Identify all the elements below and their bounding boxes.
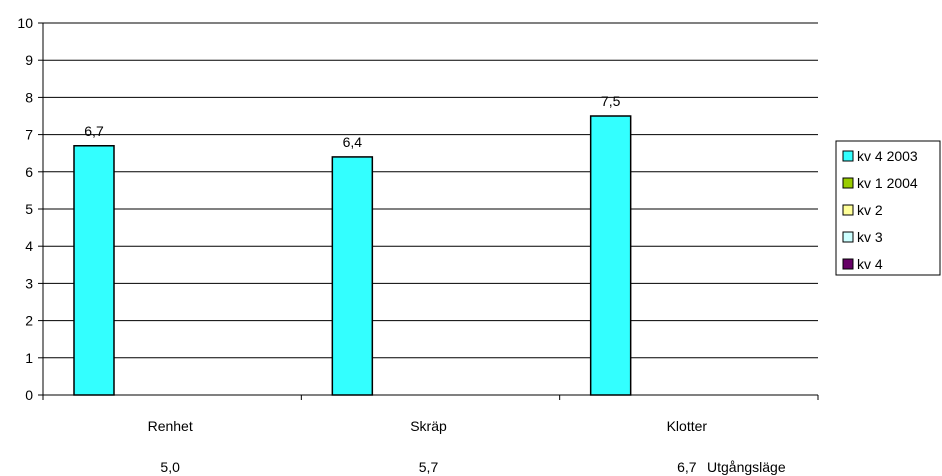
y-tick-label: 8 <box>25 89 33 105</box>
axes <box>38 22 819 400</box>
legend: kv 4 2003 kv 1 2004 kv 2 kv 3 kv 4 <box>835 140 941 276</box>
y-tick-label: 10 <box>17 15 33 31</box>
bar <box>589 115 632 396</box>
bar <box>73 145 115 396</box>
data-label: 7,5 <box>601 93 621 109</box>
legend-label: kv 3 <box>857 229 883 245</box>
y-tick-label: 6 <box>25 164 33 180</box>
data-label: 6,7 <box>84 123 104 139</box>
y-tick-label: 3 <box>25 275 33 291</box>
baseline-row: 5,0 5,7 6,7 Utgångsläge <box>160 459 785 475</box>
category-label: Renhet <box>148 418 193 434</box>
baseline-value: 5,7 <box>419 459 439 475</box>
gridlines <box>43 22 818 359</box>
y-tick-label: 4 <box>25 238 33 254</box>
category-label: Skräp <box>410 418 447 434</box>
legend-label: kv 4 2003 <box>857 148 918 164</box>
baseline-value: 6,7 <box>677 459 697 475</box>
legend-swatch <box>842 258 854 270</box>
y-tick-label: 5 <box>25 201 33 217</box>
legend-label: kv 2 <box>857 202 883 218</box>
category-label: Klotter <box>667 418 708 434</box>
bar <box>331 156 374 396</box>
data-label: 6,4 <box>343 134 363 150</box>
y-tick-label: 2 <box>25 313 33 329</box>
baseline-value: 5,0 <box>160 459 180 475</box>
legend-swatch <box>842 177 854 189</box>
y-tick-labels: 0 1 2 3 4 5 6 7 8 9 10 <box>17 15 33 403</box>
y-tick-label: 0 <box>25 387 33 403</box>
category-labels: Renhet Skräp Klotter <box>148 418 708 434</box>
baseline-label: Utgångsläge <box>707 459 786 475</box>
legend-label: kv 4 <box>857 256 883 272</box>
legend-swatch <box>842 204 854 216</box>
bars <box>73 115 632 396</box>
data-labels: 6,7 6,4 7,5 <box>84 93 620 150</box>
y-tick-label: 9 <box>25 52 33 68</box>
y-tick-label: 7 <box>25 127 33 143</box>
legend-swatch <box>842 150 854 162</box>
y-tick-label: 1 <box>25 350 33 366</box>
legend-label: kv 1 2004 <box>857 175 918 191</box>
legend-swatch <box>842 231 854 243</box>
